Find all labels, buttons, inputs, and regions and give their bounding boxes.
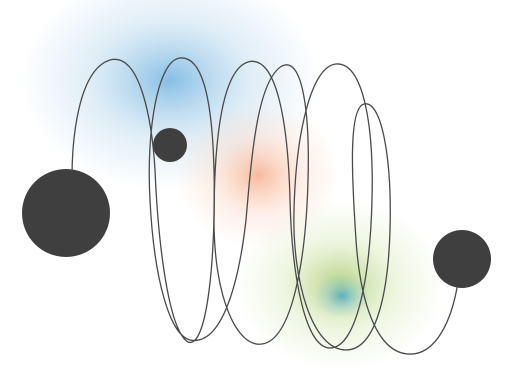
medium-ball [433, 230, 491, 288]
teal-glow [314, 274, 370, 318]
coil-loop-4 [293, 103, 459, 355]
small-ball [153, 128, 187, 162]
coil-loop-3 [247, 60, 373, 349]
large-ball [22, 169, 110, 257]
coil-loop-2 [189, 61, 309, 345]
coil-lead-left [71, 58, 156, 179]
coil-loop-1 [148, 57, 215, 343]
coil-spring [71, 57, 459, 355]
